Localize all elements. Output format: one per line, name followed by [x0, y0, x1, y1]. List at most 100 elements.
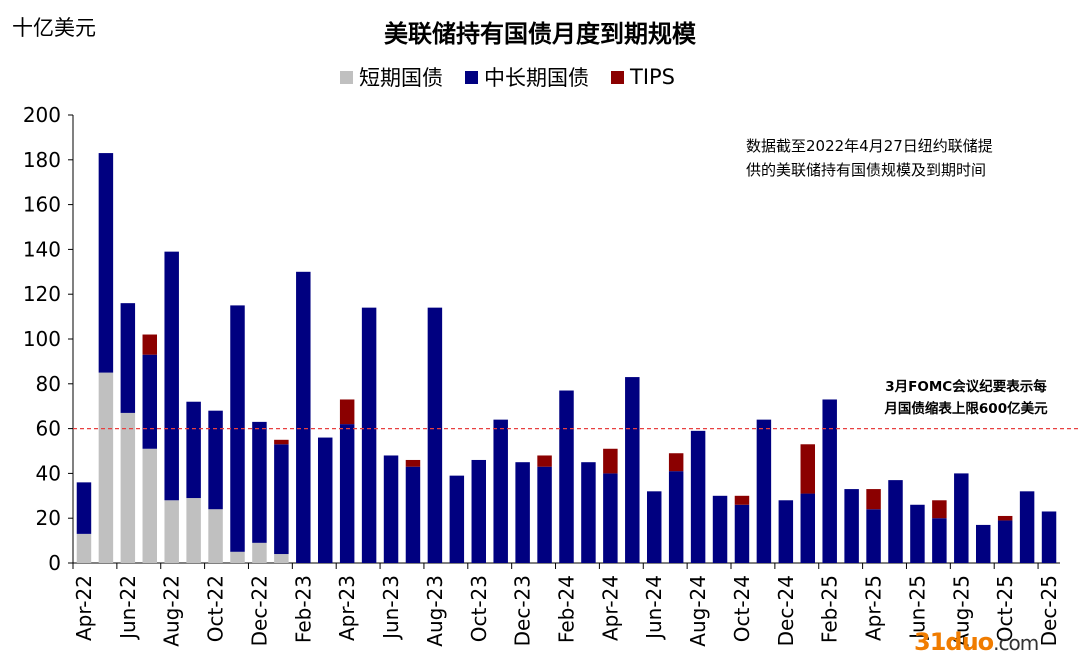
- legend-label-short-term: 短期国债: [359, 66, 443, 90]
- legend-label-long-term: 中长期国债: [484, 66, 589, 90]
- bar-long-term: [690, 430, 706, 563]
- bar-long-term: [778, 500, 794, 563]
- bar-long-term: [317, 437, 333, 563]
- bar-long-term: [888, 480, 903, 563]
- x-tick-label: Jun-23: [379, 575, 403, 641]
- bar-tips: [932, 500, 947, 519]
- chart-title: 美联储持有国债月度到期规模: [384, 20, 696, 48]
- x-tick-label: Apr-23: [335, 575, 359, 641]
- bar-long-term: [142, 354, 158, 449]
- x-tick-label: Aug-23: [423, 575, 447, 647]
- data-source-note-line-1: 数据截至2022年4月27日纽约联储提: [746, 137, 993, 155]
- x-tick-label: Dec-22: [247, 575, 271, 646]
- y-axis-unit-label: 十亿美元: [12, 16, 96, 40]
- bar-long-term: [997, 520, 1013, 563]
- y-tick-label: 40: [36, 461, 61, 485]
- y-tick-label: 180: [23, 148, 61, 172]
- y-tick-label: 80: [36, 372, 61, 396]
- bar-long-term: [405, 466, 421, 563]
- bar-tips: [997, 515, 1013, 521]
- data-source-note: 数据截至2022年4月27日纽约联储提 供的美联储持有国债规模及到期时间: [746, 134, 1046, 182]
- runoff-cap-note-line-2: 月国债缩表上限600亿美元: [884, 401, 1048, 417]
- legend-swatch-short-term: [340, 70, 353, 84]
- y-tick-label: 120: [23, 282, 61, 306]
- bar-long-term: [932, 518, 947, 563]
- y-tick-label: 200: [23, 103, 61, 127]
- bar-long-term: [98, 153, 114, 373]
- runoff-cap-note: 3月FOMC会议纪要表示每 月国债缩表上限600亿美元: [856, 376, 1076, 420]
- bar-long-term: [76, 482, 92, 534]
- bar-short-term: [120, 412, 136, 563]
- bar-long-term: [186, 401, 201, 499]
- bar-long-term: [427, 307, 443, 563]
- chart-legend: 短期国债 中长期国债 TIPS: [340, 62, 697, 92]
- y-tick-label: 100: [23, 327, 61, 351]
- bar-long-term: [800, 493, 816, 563]
- bar-long-term: [603, 473, 618, 563]
- x-tick-label: Feb-25: [818, 575, 842, 643]
- x-tick-label: Dec-24: [774, 575, 798, 646]
- x-tick-label: Oct-22: [204, 575, 228, 642]
- bar-short-term: [208, 509, 223, 563]
- x-tick-label: Oct-24: [730, 575, 754, 642]
- bar-long-term: [822, 399, 837, 563]
- x-tick-label: Apr-24: [598, 575, 622, 641]
- data-source-note-line-2: 供的美联储持有国债规模及到期时间: [746, 161, 987, 179]
- bar-tips: [537, 455, 552, 467]
- bar-long-term: [164, 251, 179, 501]
- x-tick-label: Oct-25: [993, 575, 1017, 642]
- bar-long-term: [712, 495, 728, 563]
- bar-long-term: [252, 421, 267, 543]
- bar-long-term: [954, 473, 969, 563]
- legend-item-long-term: 中长期国债: [465, 62, 589, 92]
- bar-short-term: [230, 551, 245, 563]
- x-tick-label: Aug-25: [949, 575, 973, 647]
- bar-long-term: [537, 466, 552, 563]
- bar-long-term: [515, 462, 530, 563]
- bar-tips: [339, 399, 355, 425]
- bar-tips: [274, 439, 289, 445]
- y-tick-label: 160: [23, 193, 61, 217]
- bar-long-term: [208, 410, 223, 510]
- runoff-cap-note-line-1: 3月FOMC会议纪要表示每: [885, 379, 1047, 395]
- bar-short-term: [142, 448, 158, 563]
- legend-swatch-tips: [611, 70, 624, 84]
- bar-long-term: [866, 509, 881, 563]
- bar-short-term: [98, 372, 114, 563]
- bar-tips: [668, 453, 684, 472]
- y-tick-label: 20: [36, 506, 61, 530]
- bar-long-term: [449, 475, 465, 563]
- bar-short-term: [186, 498, 201, 563]
- bar-tips: [142, 334, 158, 355]
- bar-tips: [866, 489, 881, 510]
- bar-long-term: [646, 491, 662, 563]
- bar-long-term: [559, 390, 574, 563]
- bar-short-term: [274, 554, 289, 563]
- bar-long-term: [581, 462, 596, 563]
- bar-long-term: [383, 455, 399, 563]
- legend-label-tips: TIPS: [630, 65, 676, 89]
- bar-long-term: [734, 504, 750, 563]
- x-tick-label: Dec-25: [1037, 575, 1061, 646]
- bar-long-term: [756, 419, 772, 563]
- bar-long-term: [361, 307, 377, 563]
- bar-long-term: [339, 424, 355, 563]
- bar-short-term: [164, 500, 179, 563]
- x-tick-label: Feb-24: [555, 575, 579, 643]
- bar-long-term: [274, 444, 289, 555]
- watermark-prefix: 31duo: [914, 628, 994, 656]
- bar-long-term: [975, 524, 991, 563]
- bar-long-term: [625, 377, 640, 563]
- bar-long-term: [120, 303, 136, 413]
- x-tick-label: Apr-25: [862, 575, 886, 641]
- x-tick-label: Jun-24: [642, 575, 666, 641]
- watermark-suffix: .com: [993, 631, 1039, 655]
- x-tick-label: Jun-25: [905, 575, 929, 641]
- x-tick-label: Dec-23: [511, 575, 535, 646]
- legend-item-short-term: 短期国债: [340, 62, 443, 92]
- x-tick-label: Aug-24: [686, 575, 710, 647]
- bar-short-term: [76, 533, 92, 563]
- bar-tips: [405, 459, 421, 467]
- x-tick-label: Jun-22: [116, 575, 140, 641]
